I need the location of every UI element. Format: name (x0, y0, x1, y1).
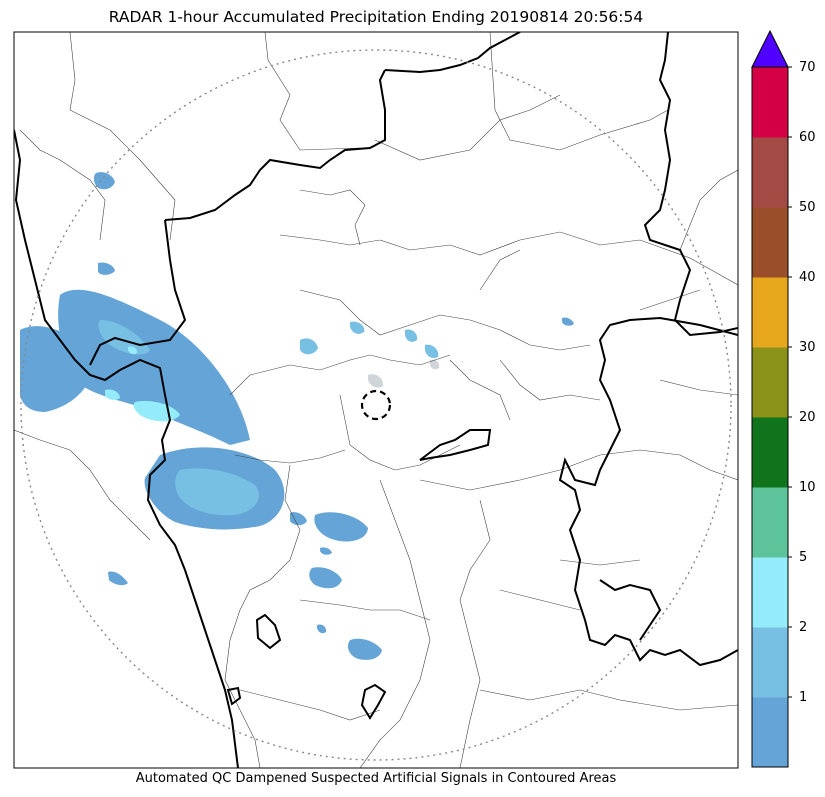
precip-bin-lightest (20, 172, 574, 660)
colorbar-bin (752, 697, 788, 768)
colorbar-tick-label: 70 (799, 60, 816, 75)
colorbar-tick-label: 10 (799, 480, 816, 495)
colorbar: 1 2 5 10 20 30 40 50 60 70 (751, 29, 816, 768)
colorbar-tick-label: 5 (799, 550, 807, 565)
colorbar-tick-label: 20 (799, 410, 816, 425)
colorbar-bin (752, 487, 788, 558)
map-title: RADAR 1-hour Accumulated Precipitation E… (108, 8, 644, 26)
colorbar-tick-label: 50 (799, 200, 816, 215)
colorbar-tick-label: 2 (799, 620, 807, 635)
radar-site-marker (360, 389, 392, 421)
colorbar-tick-label: 40 (799, 270, 816, 285)
colorbar-bin (752, 277, 788, 348)
map-frame (13, 31, 739, 769)
colorbar-bin (752, 67, 788, 138)
colorbar-bin (752, 137, 788, 208)
map-area (14, 32, 738, 768)
precipitation-echoes (20, 172, 574, 660)
district-boundaries (14, 32, 738, 768)
map-footer-note: Automated QC Dampened Suspected Artifici… (135, 771, 617, 786)
colorbar-tick-label: 60 (799, 130, 816, 145)
colorbar-tick-label: 30 (799, 340, 816, 355)
state-boundaries (14, 32, 738, 768)
colorbar-bin (752, 627, 788, 698)
radar-range-ring (20, 49, 732, 761)
colorbar-extend-triangle (751, 29, 789, 68)
colorbar-bin (752, 557, 788, 628)
colorbar-bin (752, 347, 788, 418)
colorbar-tick-label: 1 (799, 690, 807, 705)
colorbar-bin (752, 207, 788, 278)
colorbar-bin (752, 417, 788, 488)
precip-bin-light (98, 320, 439, 516)
qc-dampened-signals (368, 359, 440, 388)
